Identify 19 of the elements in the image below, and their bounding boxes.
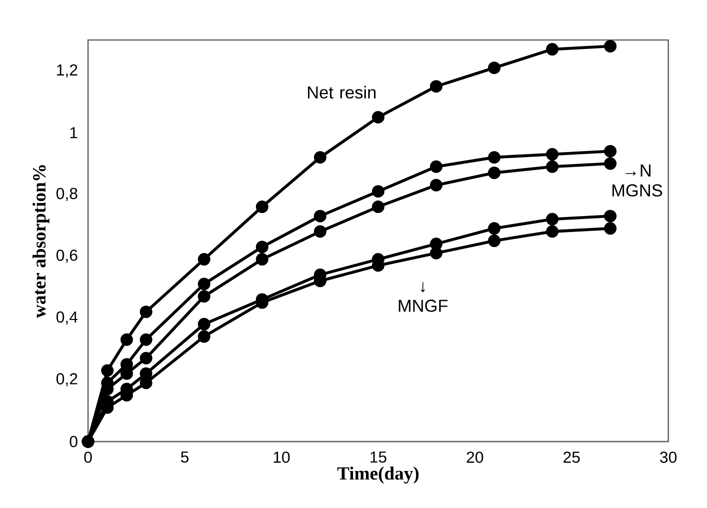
annotation: →N MGNS: [612, 164, 662, 196]
annotation: Net resin: [308, 86, 376, 98]
x-axis-title: Time(day): [337, 466, 419, 484]
x-tick-label: 0: [84, 451, 92, 463]
y-tick-label: 0: [70, 436, 78, 448]
x-tick-label: 15: [370, 451, 386, 463]
y-axis-title: water absorption%: [32, 165, 50, 318]
y-tick-label: 0,4: [56, 311, 78, 324]
y-tick-label: 0,6: [56, 250, 78, 263]
y-tick-label: 0,8: [56, 188, 78, 201]
x-tick-label: 20: [466, 451, 484, 463]
x-tick-label: 25: [564, 451, 580, 463]
x-tick-label: 10: [274, 451, 290, 463]
y-tick-label: 1: [70, 127, 78, 138]
y-tick-label: 0,2: [56, 373, 78, 386]
y-tick-label: 1,2: [57, 64, 78, 78]
annotation: ↓ MNGF: [398, 282, 448, 312]
x-tick-label: 30: [660, 451, 677, 463]
x-tick-label: 5: [180, 451, 189, 463]
